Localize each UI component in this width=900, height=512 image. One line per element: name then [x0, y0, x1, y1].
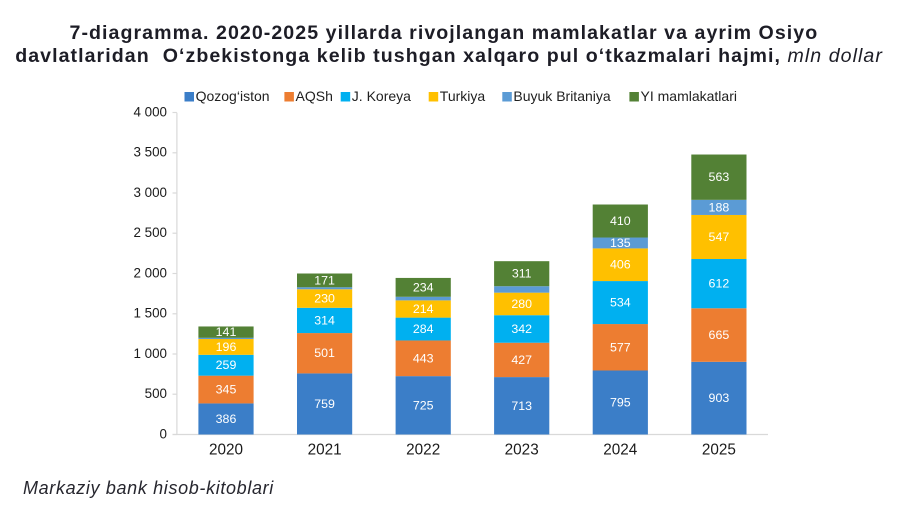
svg-text:314: 314 — [314, 313, 335, 327]
svg-text:2022: 2022 — [406, 441, 440, 458]
svg-text:234: 234 — [413, 280, 434, 294]
svg-text:196: 196 — [216, 340, 237, 354]
svg-text:342: 342 — [511, 322, 532, 336]
svg-text:443: 443 — [413, 351, 434, 365]
svg-text:Qozog‘iston: Qozog‘iston — [196, 88, 270, 104]
svg-text:534: 534 — [610, 296, 631, 310]
svg-text:AQSh: AQSh — [296, 88, 333, 104]
svg-text:4 000: 4 000 — [133, 104, 167, 119]
svg-text:2025: 2025 — [702, 441, 736, 458]
svg-text:2020: 2020 — [209, 441, 243, 458]
svg-text:0: 0 — [160, 426, 167, 441]
svg-text:135: 135 — [610, 236, 631, 250]
svg-text:J. Koreya: J. Koreya — [352, 88, 411, 104]
svg-text:759: 759 — [314, 397, 335, 411]
svg-text:Buyuk Britaniya: Buyuk Britaniya — [513, 88, 610, 104]
svg-text:665: 665 — [709, 328, 730, 342]
svg-text:386: 386 — [216, 412, 237, 426]
svg-text:259: 259 — [216, 358, 237, 372]
svg-text:547: 547 — [709, 230, 730, 244]
svg-text:214: 214 — [413, 302, 434, 316]
svg-text:410: 410 — [610, 214, 631, 228]
svg-text:3 000: 3 000 — [133, 185, 167, 200]
svg-text:3 500: 3 500 — [133, 145, 167, 160]
svg-text:725: 725 — [413, 398, 434, 412]
svg-text:713: 713 — [511, 399, 532, 413]
svg-text:230: 230 — [314, 292, 335, 306]
svg-text:795: 795 — [610, 396, 631, 410]
svg-text:406: 406 — [610, 258, 631, 272]
svg-text:311: 311 — [512, 267, 532, 281]
svg-text:141: 141 — [216, 325, 237, 339]
svg-text:1 000: 1 000 — [133, 346, 167, 361]
svg-text:345: 345 — [216, 383, 237, 397]
svg-text:280: 280 — [511, 297, 532, 311]
svg-text:188: 188 — [709, 200, 730, 214]
svg-text:2024: 2024 — [603, 441, 638, 458]
svg-text:577: 577 — [610, 340, 631, 354]
svg-text:1 500: 1 500 — [133, 306, 167, 321]
svg-text:903: 903 — [709, 391, 730, 405]
svg-text:171: 171 — [314, 273, 335, 287]
svg-text:2 500: 2 500 — [133, 225, 167, 240]
svg-text:2 000: 2 000 — [133, 265, 167, 280]
svg-text:2023: 2023 — [505, 441, 539, 458]
svg-text:Turkiya: Turkiya — [440, 88, 486, 104]
svg-text:2021: 2021 — [308, 441, 342, 458]
svg-text:563: 563 — [709, 170, 730, 184]
svg-text:284: 284 — [413, 322, 434, 336]
svg-text:612: 612 — [709, 277, 730, 291]
svg-text:501: 501 — [314, 346, 335, 360]
svg-text:YI mamlakatlari: YI mamlakatlari — [641, 88, 737, 104]
svg-text:427: 427 — [511, 353, 532, 367]
svg-text:500: 500 — [145, 386, 167, 401]
